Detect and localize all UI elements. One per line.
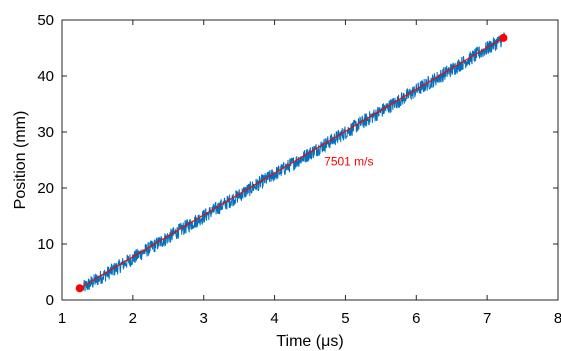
x-tick-label: 5 <box>341 310 349 327</box>
x-tick-label: 3 <box>200 310 208 327</box>
x-tick-label: 2 <box>129 310 137 327</box>
y-axis-label: Position (mm) <box>12 111 29 210</box>
y-tick-label: 40 <box>37 68 54 85</box>
ticks <box>61 19 559 301</box>
y-tick-label: 20 <box>37 180 54 197</box>
tick-labels: 1 2 3 4 5 6 7 8 0 10 20 30 40 50 <box>37 12 561 327</box>
velocity-annotation: 7501 m/s <box>324 155 373 169</box>
fit-line-group <box>75 33 508 293</box>
y-tick-label: 10 <box>37 236 54 253</box>
x-tick-label: 7 <box>483 310 491 327</box>
fit-start-point <box>75 284 84 293</box>
x-tick-label: 1 <box>58 310 66 327</box>
x-tick-label: 4 <box>270 310 278 327</box>
x-tick-label: 8 <box>554 310 561 327</box>
y-tick-label: 50 <box>37 12 54 29</box>
fit-line <box>79 37 504 289</box>
plot-frame <box>61 19 559 301</box>
x-axis-label: Time (μs) <box>276 333 343 350</box>
x-tick-label: 6 <box>412 310 420 327</box>
y-tick-label: 0 <box>46 292 54 309</box>
fit-end-point <box>499 33 508 42</box>
y-tick-label: 30 <box>37 124 54 141</box>
